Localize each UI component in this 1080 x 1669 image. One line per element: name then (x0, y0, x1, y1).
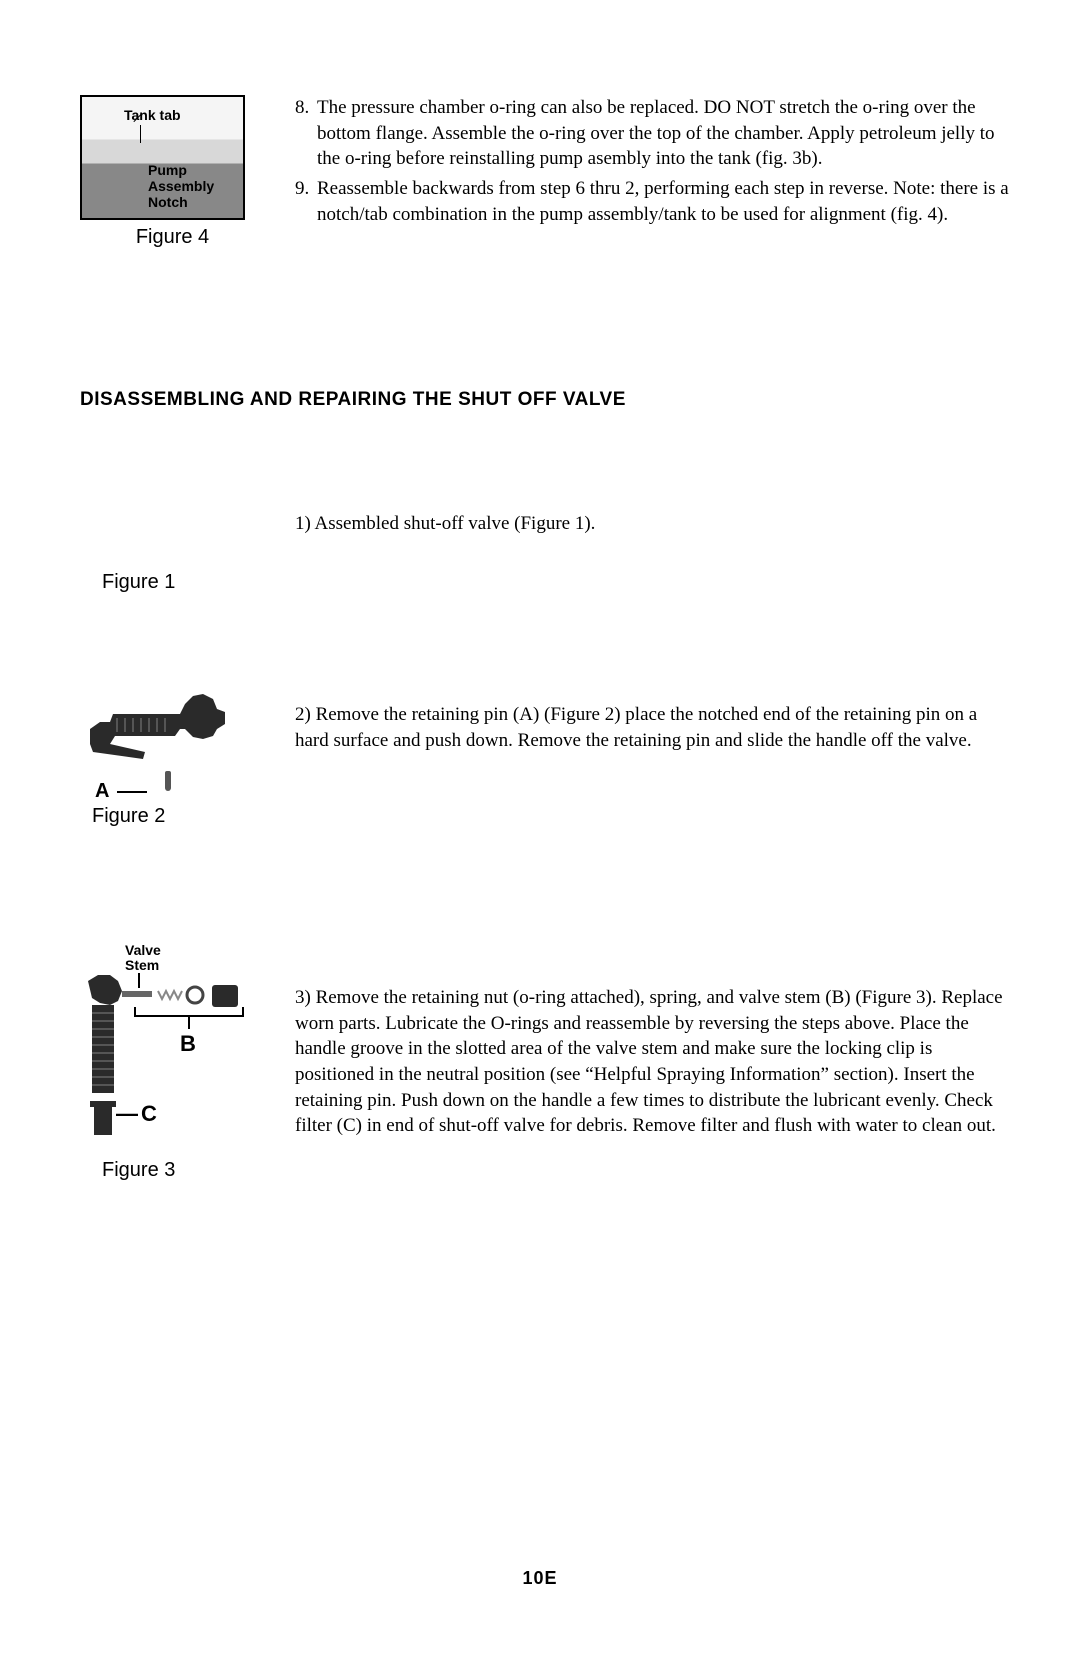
step3-text: 3) Remove the retaining nut (o-ring atta… (295, 943, 1010, 1139)
figure1-caption: Figure 1 (102, 571, 265, 594)
step-9-text: Reassemble backwards from step 6 thru 2,… (317, 176, 1010, 227)
figure2-label-a-line (117, 791, 147, 793)
figure3-valve-illustration (80, 943, 255, 1153)
figure4-image: Tank tab Pump Assembly Notch (80, 95, 245, 220)
step-9-number: 9. (295, 176, 317, 227)
figure2-caption: Figure 2 (92, 805, 265, 828)
figure4-pump-label-l1: Pump (148, 162, 214, 178)
step-8: 8. The pressure chamber o-ring can also … (295, 95, 1010, 172)
figure1-block: Figure 1 (80, 511, 265, 594)
figure3-label-c-text: C (141, 1101, 157, 1126)
figure3-label-b: B (180, 1031, 196, 1057)
figure3-b-bracket-stem (188, 1017, 190, 1029)
step-9: 9. Reassemble backwards from step 6 thru… (295, 176, 1010, 227)
page-number: 10E (0, 1568, 1080, 1589)
figure4-tanktab-pointer (140, 125, 141, 143)
figure4-pump-label-l2: Assembly (148, 178, 214, 194)
figure3-caption: Figure 3 (102, 1159, 265, 1182)
figure2-pin-icon (165, 771, 171, 791)
section-heading: DISASSEMBLING AND REPAIRING THE SHUT OFF… (80, 389, 1010, 411)
step-8-text: The pressure chamber o-ring can also be … (317, 95, 1010, 172)
figure2-block: A Figure 2 (80, 664, 265, 828)
figure3-image: Valve Stem (80, 943, 255, 1153)
top-section: Tank tab Pump Assembly Notch Figure 4 8.… (80, 95, 1010, 249)
figure4-pump-label: Pump Assembly Notch (148, 162, 214, 210)
figure2-valve-illustration (85, 674, 240, 764)
figure2-label-a-text: A (95, 780, 109, 803)
figure4-block: Tank tab Pump Assembly Notch Figure 4 (80, 95, 265, 249)
top-steps-text: 8. The pressure chamber o-ring can also … (295, 95, 1010, 249)
step3-row: Valve Stem (80, 943, 1010, 1182)
figure4-pump-label-l3: Notch (148, 194, 214, 210)
figure2-label-a: A (95, 780, 147, 803)
figure4-caption: Figure 4 (80, 226, 265, 249)
step1-row: Figure 1 1) Assembled shut-off valve (Fi… (80, 511, 1010, 594)
figure3-b-bracket (134, 1007, 244, 1017)
step1-text: 1) Assembled shut-off valve (Figure 1). (295, 511, 1010, 537)
figure2-image: A (80, 664, 255, 799)
step2-row: A Figure 2 2) Remove the retaining pin (… (80, 664, 1010, 828)
figure3-label-c: —C (116, 1101, 157, 1127)
figure3-block: Valve Stem (80, 943, 265, 1182)
step-8-number: 8. (295, 95, 317, 172)
step2-text: 2) Remove the retaining pin (A) (Figure … (295, 664, 1010, 753)
